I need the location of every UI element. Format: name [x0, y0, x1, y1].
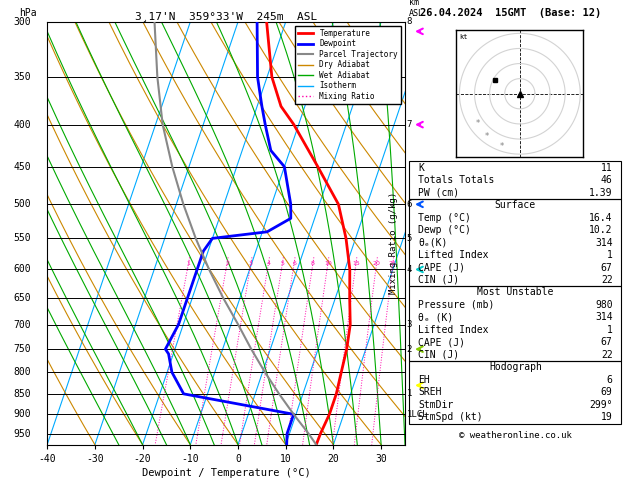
Text: 2: 2: [225, 261, 229, 266]
Text: 25: 25: [389, 261, 397, 266]
Text: 1: 1: [187, 261, 191, 266]
Text: 67: 67: [601, 337, 613, 347]
Text: Mixing Ratio (g/kg): Mixing Ratio (g/kg): [389, 192, 398, 294]
Text: 26.04.2024  15GMT  (Base: 12): 26.04.2024 15GMT (Base: 12): [420, 8, 601, 17]
Text: 10: 10: [324, 261, 331, 266]
Text: StmSpd (kt): StmSpd (kt): [418, 412, 483, 422]
Text: 1: 1: [407, 389, 412, 399]
Text: 16.4: 16.4: [589, 212, 613, 223]
Text: CIN (J): CIN (J): [418, 275, 459, 285]
Text: 4: 4: [267, 261, 270, 266]
Text: 750: 750: [13, 344, 31, 354]
Text: 46: 46: [601, 175, 613, 185]
Text: 6: 6: [407, 200, 412, 209]
Text: Lifted Index: Lifted Index: [418, 325, 489, 335]
Bar: [409, 199, 621, 286]
Title: 3¸17'N  359°33'W  245m  ASL: 3¸17'N 359°33'W 245m ASL: [135, 11, 317, 21]
Text: hPa: hPa: [19, 8, 36, 17]
Text: Totals Totals: Totals Totals: [418, 175, 494, 185]
Text: StmDir: StmDir: [418, 400, 454, 410]
Text: θₑ (K): θₑ (K): [418, 312, 454, 322]
Text: 4: 4: [407, 265, 412, 274]
Text: 314: 314: [595, 312, 613, 322]
Text: 69: 69: [601, 387, 613, 398]
Text: Lifted Index: Lifted Index: [418, 250, 489, 260]
Text: SREH: SREH: [418, 387, 442, 398]
Text: 500: 500: [13, 199, 31, 209]
Text: 300: 300: [13, 17, 31, 27]
Text: 1LCL: 1LCL: [407, 410, 428, 419]
Text: CIN (J): CIN (J): [418, 350, 459, 360]
Bar: [409, 161, 621, 199]
Text: 19: 19: [601, 412, 613, 422]
Text: 10.2: 10.2: [589, 225, 613, 235]
Text: km
ASL: km ASL: [409, 0, 423, 17]
Text: 8: 8: [311, 261, 315, 266]
Text: 3: 3: [407, 320, 412, 329]
Text: 7: 7: [407, 120, 412, 129]
Text: 8: 8: [407, 17, 412, 26]
Text: 67: 67: [601, 262, 613, 273]
Bar: [409, 361, 621, 424]
Text: 3: 3: [249, 261, 253, 266]
Text: 11: 11: [601, 163, 613, 173]
Text: 450: 450: [13, 162, 31, 172]
Text: 350: 350: [13, 72, 31, 82]
Text: 550: 550: [13, 233, 31, 243]
Text: EH: EH: [418, 375, 430, 385]
Text: Most Unstable: Most Unstable: [477, 288, 554, 297]
Text: K: K: [418, 163, 424, 173]
Text: 980: 980: [595, 300, 613, 310]
Text: 800: 800: [13, 367, 31, 377]
Text: 299°: 299°: [589, 400, 613, 410]
Bar: [409, 286, 621, 361]
Text: 22: 22: [601, 350, 613, 360]
Text: 20: 20: [372, 261, 381, 266]
Text: © weatheronline.co.uk: © weatheronline.co.uk: [459, 432, 572, 440]
Text: Temp (°C): Temp (°C): [418, 212, 471, 223]
Text: Pressure (mb): Pressure (mb): [418, 300, 494, 310]
Text: 650: 650: [13, 293, 31, 303]
Text: 400: 400: [13, 120, 31, 130]
Text: CAPE (J): CAPE (J): [418, 262, 465, 273]
Text: Dewp (°C): Dewp (°C): [418, 225, 471, 235]
Text: 314: 314: [595, 238, 613, 247]
Text: 5: 5: [281, 261, 284, 266]
Text: PW (cm): PW (cm): [418, 188, 459, 198]
Text: 15: 15: [352, 261, 360, 266]
Text: 5: 5: [407, 234, 412, 243]
Text: Surface: Surface: [495, 200, 536, 210]
Text: 950: 950: [13, 429, 31, 438]
Text: 2: 2: [407, 345, 412, 354]
Text: 6: 6: [607, 375, 613, 385]
Text: 1.39: 1.39: [589, 188, 613, 198]
Text: 900: 900: [13, 409, 31, 419]
Text: 600: 600: [13, 264, 31, 275]
Legend: Temperature, Dewpoint, Parcel Trajectory, Dry Adiabat, Wet Adiabat, Isotherm, Mi: Temperature, Dewpoint, Parcel Trajectory…: [295, 26, 401, 104]
Text: CAPE (J): CAPE (J): [418, 337, 465, 347]
Text: 1: 1: [607, 250, 613, 260]
X-axis label: Dewpoint / Temperature (°C): Dewpoint / Temperature (°C): [142, 468, 311, 478]
Text: Hodograph: Hodograph: [489, 363, 542, 372]
Text: 22: 22: [601, 275, 613, 285]
Text: 850: 850: [13, 389, 31, 399]
Text: 6: 6: [292, 261, 296, 266]
Text: 1: 1: [607, 325, 613, 335]
Text: θₑ(K): θₑ(K): [418, 238, 448, 247]
Text: 700: 700: [13, 319, 31, 330]
